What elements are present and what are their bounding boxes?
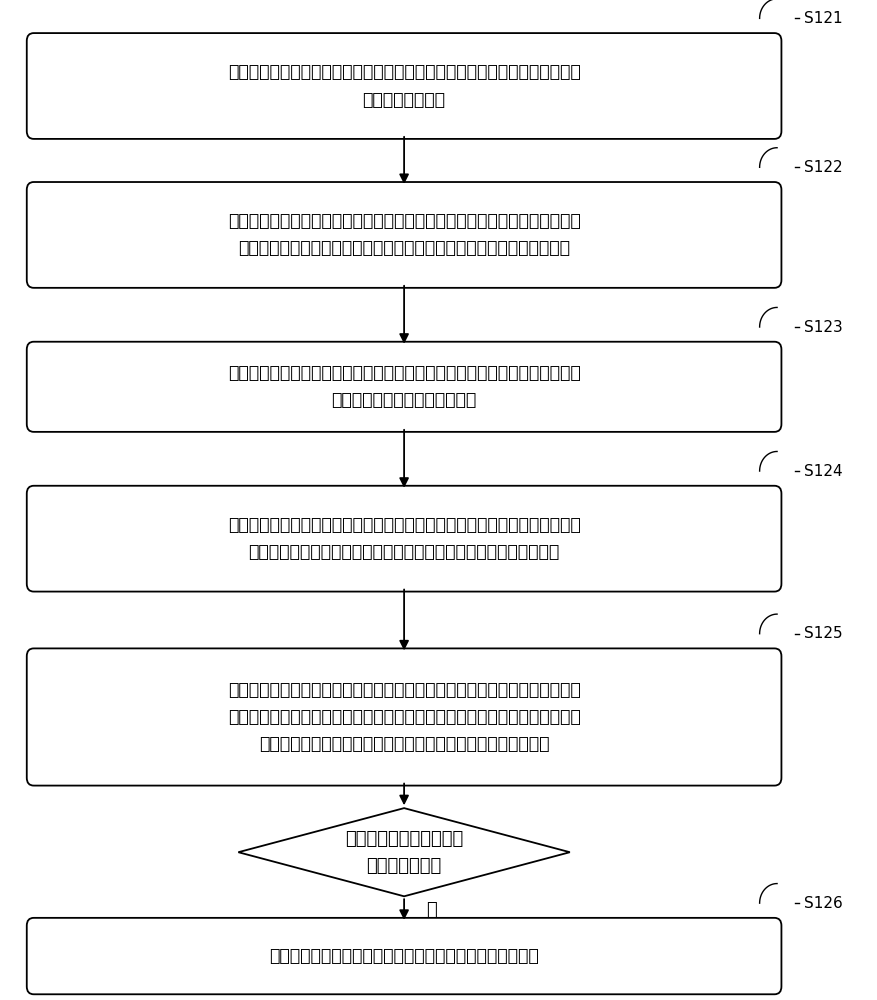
FancyBboxPatch shape <box>26 182 781 288</box>
Text: 将重新计算的主裂缝半长的取值作为所述主裂缝半长的值。: 将重新计算的主裂缝半长的取值作为所述主裂缝半长的值。 <box>269 947 538 965</box>
Text: S122: S122 <box>802 160 841 175</box>
Text: 重新计算的主裂缝半长的
取值是否收敛？: 重新计算的主裂缝半长的 取值是否收敛？ <box>345 830 463 875</box>
Text: 是: 是 <box>425 901 436 919</box>
Text: 利用所述记录处的平均地层压力数据，通过数值积分方法计算所述记录点处的
物质平衡拟时间数据，物质平衡拟时间等于真实物质平衡时间平方；: 利用所述记录处的平均地层压力数据，通过数值积分方法计算所述记录点处的 物质平衡拟… <box>227 516 580 561</box>
Text: S126: S126 <box>802 896 841 911</box>
FancyBboxPatch shape <box>26 648 781 786</box>
Text: S124: S124 <box>802 464 841 479</box>
Text: 利用所述主裂缝半长的取值，使用修正物质平衡方程计算所述历史生产数据的
记录点处的平均地层压力数据；: 利用所述主裂缝半长的取值，使用修正物质平衡方程计算所述历史生产数据的 记录点处的… <box>227 364 580 409</box>
Polygon shape <box>238 808 569 896</box>
Text: S121: S121 <box>802 11 841 26</box>
Text: S125: S125 <box>802 626 841 641</box>
Text: 根据利用所述历史生产数据计算得到产量修正拟压力的数据和所述记录点处的
物质平衡拟时间数据，重新计算得到所述线性关系曲线的斜率值，利用重新计
算的斜率值和所述斜率: 根据利用所述历史生产数据计算得到产量修正拟压力的数据和所述记录点处的 物质平衡拟… <box>227 681 580 753</box>
FancyBboxPatch shape <box>26 342 781 432</box>
FancyBboxPatch shape <box>26 33 781 139</box>
Text: S123: S123 <box>802 320 841 335</box>
Text: 根据所述动态变化关系变换得到产量修正拟压力与真实物质平衡时间的斜率关
系式，并利用所述斜率值和所述斜率关系式计算得到主裂缝半长的取值；: 根据所述动态变化关系变换得到产量修正拟压力与真实物质平衡时间的斜率关 系式，并利… <box>227 212 580 257</box>
FancyBboxPatch shape <box>26 486 781 592</box>
Text: 利用所述历史生产数据，计算得到产量修正拟压力与真实物质平衡时间的线性
关系曲线的斜率值: 利用所述历史生产数据，计算得到产量修正拟压力与真实物质平衡时间的线性 关系曲线的… <box>227 63 580 109</box>
FancyBboxPatch shape <box>26 918 781 994</box>
